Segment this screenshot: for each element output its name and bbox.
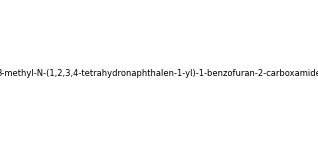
Text: 3-methyl-N-(1,2,3,4-tetrahydronaphthalen-1-yl)-1-benzofuran-2-carboxamide: 3-methyl-N-(1,2,3,4-tetrahydronaphthalen… (0, 68, 318, 78)
